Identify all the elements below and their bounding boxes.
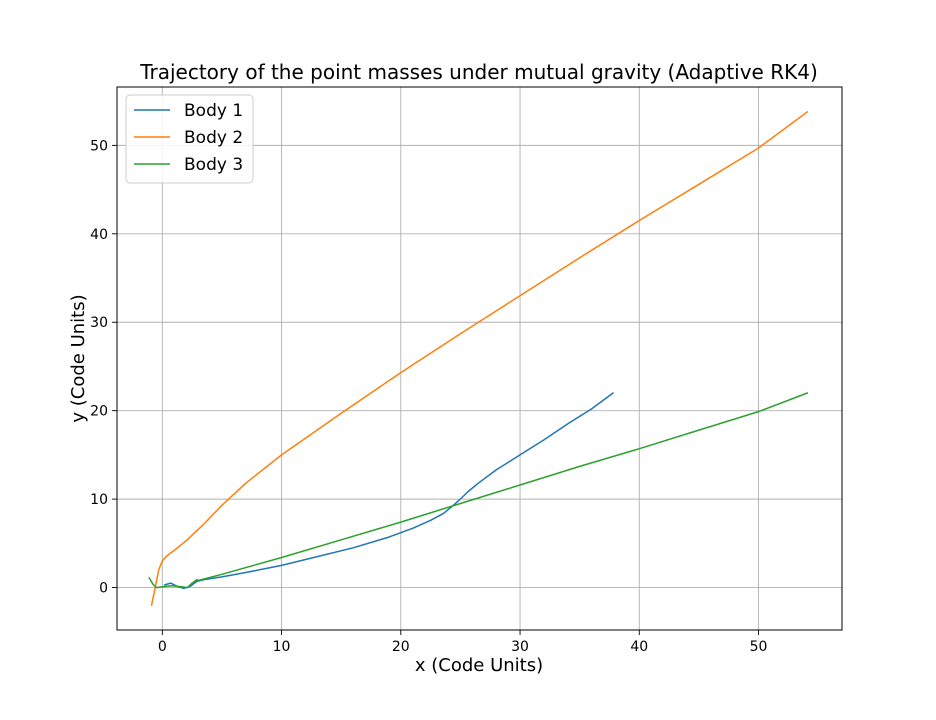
axes-frame (116, 86, 843, 631)
x-tick-label: 50 (750, 639, 768, 655)
series-line-body-3 (148, 392, 809, 589)
x-tick-label: 0 (158, 639, 167, 655)
x-tick-label: 30 (511, 639, 529, 655)
chart-title: Trajectory of the point masses under mut… (139, 60, 818, 84)
x-tick-label: 10 (273, 639, 291, 655)
y-tick-label: 40 (90, 227, 108, 243)
series-line-body-2 (150, 111, 809, 606)
y-tick-label: 0 (99, 581, 108, 597)
legend-label-body-2: Body 2 (184, 128, 243, 148)
legend-box (125, 94, 254, 184)
legend-label-body-3: Body 3 (184, 155, 243, 175)
legend: Body 1 Body 2 Body 3 (125, 94, 254, 184)
legend-label-body-1: Body 1 (184, 101, 243, 121)
y-tick-label: 30 (90, 315, 108, 331)
series-line-body-1 (163, 392, 614, 590)
plot-area (148, 111, 809, 606)
y-tick-label: 50 (90, 138, 108, 154)
x-axis-label: x (Code Units) (415, 655, 543, 676)
axis-ticks: 0 10 20 30 40 50 0 10 20 30 40 50 (90, 138, 767, 655)
y-tick-label: 10 (90, 492, 108, 508)
y-tick-label: 20 (90, 404, 108, 420)
x-tick-label: 40 (630, 639, 648, 655)
x-tick-label: 20 (392, 639, 410, 655)
y-axis-label: y (Code Units) (68, 294, 89, 422)
